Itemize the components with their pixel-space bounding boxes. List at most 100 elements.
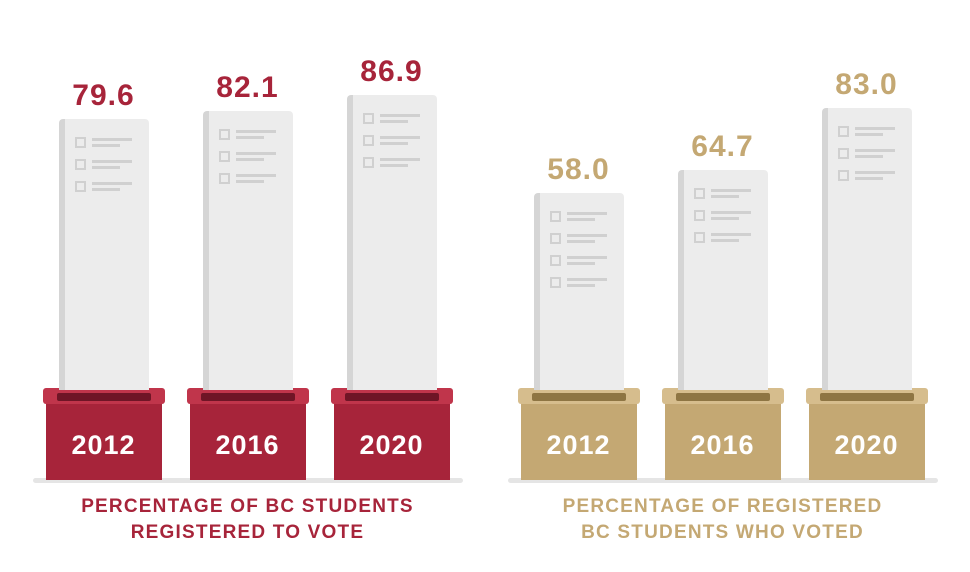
ballot-box: 2012	[43, 388, 165, 480]
ballot-box: 2020	[806, 388, 928, 480]
checkbox-icon	[363, 113, 374, 124]
value-label: 58.0	[547, 153, 609, 187]
ballot-row	[550, 211, 607, 222]
chart-caption: PERCENTAGE OF BC STUDENTS REGISTERED TO …	[81, 494, 414, 545]
ballot-text-lines	[236, 130, 276, 139]
bars-row: 79.6 2012 82.1 2016 86.9 2020	[25, 0, 470, 480]
ballot-row	[363, 135, 420, 146]
checkbox-icon	[838, 126, 849, 137]
ballot-text-lines	[855, 127, 895, 136]
ballot-text-lines	[92, 160, 132, 169]
checkbox-icon	[694, 188, 705, 199]
ballot-box: 2020	[331, 388, 453, 480]
checkbox-icon	[363, 157, 374, 168]
checkbox-icon	[363, 135, 374, 146]
ballot-paper	[678, 170, 768, 390]
ballot-row	[550, 255, 607, 266]
year-label: 2020	[331, 430, 453, 461]
ballot-row	[219, 151, 276, 162]
ballot-text-lines	[380, 158, 420, 167]
ballot-row	[219, 129, 276, 140]
chart-caption: PERCENTAGE OF REGISTERED BC STUDENTS WHO…	[563, 494, 883, 545]
ballot-text-lines	[711, 211, 751, 220]
ballot-box: 2016	[662, 388, 784, 480]
checkbox-icon	[694, 210, 705, 221]
checkbox-icon	[838, 170, 849, 181]
bars-row: 58.0 2012 64.7 2016 83.0 2020	[500, 0, 945, 480]
bar-voted-2016: 64.7 2016	[662, 130, 784, 480]
value-label: 79.6	[72, 79, 134, 113]
ballot-wrap: 2020	[806, 108, 928, 480]
ballot-box: 2016	[187, 388, 309, 480]
ballot-row	[363, 157, 420, 168]
bar-registered-2016: 82.1 2016	[187, 71, 309, 480]
ballot-text-lines	[92, 138, 132, 147]
box-slot	[676, 393, 770, 401]
ballot-text-lines	[711, 233, 751, 242]
checkbox-icon	[219, 173, 230, 184]
ballot-row	[838, 148, 895, 159]
checkbox-icon	[75, 181, 86, 192]
checkbox-icon	[75, 137, 86, 148]
ballot-row	[550, 277, 607, 288]
bar-voted-2020: 83.0 2020	[806, 68, 928, 480]
box-slot	[345, 393, 439, 401]
ballot-row	[219, 173, 276, 184]
value-label: 82.1	[216, 71, 278, 105]
checkbox-icon	[550, 211, 561, 222]
year-label: 2012	[518, 430, 640, 461]
bar-voted-2012: 58.0 2012	[518, 153, 640, 480]
ballot-text-lines	[92, 182, 132, 191]
ballot-text-lines	[855, 149, 895, 158]
checkbox-icon	[550, 233, 561, 244]
ballot-row	[550, 233, 607, 244]
ballot-text-lines	[711, 189, 751, 198]
ballot-text-lines	[567, 212, 607, 221]
bar-registered-2012: 79.6 2012	[43, 79, 165, 480]
checkbox-icon	[219, 129, 230, 140]
checkbox-icon	[838, 148, 849, 159]
year-label: 2016	[187, 430, 309, 461]
ballot-text-lines	[855, 171, 895, 180]
ballot-wrap: 2016	[187, 111, 309, 480]
checkbox-icon	[75, 159, 86, 170]
ballot-row	[838, 126, 895, 137]
year-label: 2016	[662, 430, 784, 461]
ballot-row	[75, 159, 132, 170]
ballot-paper	[347, 95, 437, 390]
ballot-text-lines	[236, 152, 276, 161]
value-label: 64.7	[691, 130, 753, 164]
ballot-row	[694, 188, 751, 199]
ballot-paper	[59, 119, 149, 390]
ballot-box: 2012	[518, 388, 640, 480]
ballot-wrap: 2020	[331, 95, 453, 480]
value-label: 83.0	[835, 68, 897, 102]
checkbox-icon	[694, 232, 705, 243]
checkbox-icon	[550, 277, 561, 288]
ballot-text-lines	[380, 114, 420, 123]
charts-container: 79.6 2012 82.1 2016 86.9 2020 PERCENTAGE OF BC…	[0, 0, 970, 572]
ballot-row	[838, 170, 895, 181]
ballot-wrap: 2016	[662, 170, 784, 480]
ballot-paper	[534, 193, 624, 390]
box-slot	[532, 393, 626, 401]
year-label: 2012	[43, 430, 165, 461]
checkbox-icon	[550, 255, 561, 266]
box-slot	[820, 393, 914, 401]
ballot-paper	[822, 108, 912, 390]
ballot-wrap: 2012	[518, 193, 640, 480]
year-label: 2020	[806, 430, 928, 461]
ballot-wrap: 2012	[43, 119, 165, 480]
box-slot	[201, 393, 295, 401]
chart-group-registered: 79.6 2012 82.1 2016 86.9 2020 PERCENTAGE OF BC…	[25, 0, 470, 572]
ballot-text-lines	[567, 256, 607, 265]
ballot-row	[75, 137, 132, 148]
value-label: 86.9	[360, 55, 422, 89]
ballot-text-lines	[236, 174, 276, 183]
ballot-paper	[203, 111, 293, 390]
checkbox-icon	[219, 151, 230, 162]
bar-registered-2020: 86.9 2020	[331, 55, 453, 480]
ballot-text-lines	[380, 136, 420, 145]
ballot-row	[694, 210, 751, 221]
ballot-row	[694, 232, 751, 243]
